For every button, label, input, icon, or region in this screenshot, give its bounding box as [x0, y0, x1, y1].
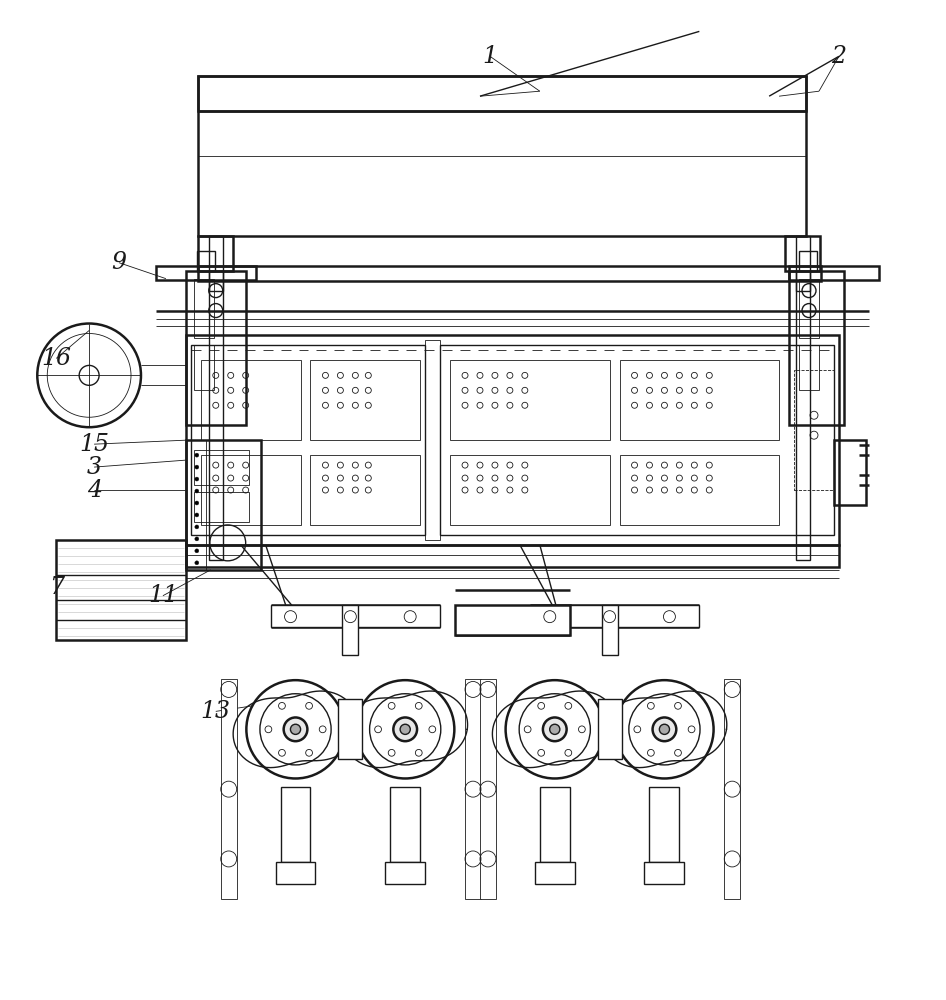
Bar: [194, 492, 249, 522]
Circle shape: [284, 717, 307, 741]
Text: 11: 11: [148, 584, 178, 607]
Bar: [198, 76, 806, 236]
Bar: [425, 340, 440, 540]
Bar: [194, 450, 249, 485]
Circle shape: [195, 549, 199, 553]
Circle shape: [195, 477, 199, 481]
Bar: [198, 236, 233, 271]
Bar: [650, 787, 679, 862]
Circle shape: [195, 561, 199, 565]
Bar: [725, 679, 740, 899]
Bar: [209, 271, 222, 560]
Bar: [197, 251, 215, 271]
Bar: [644, 862, 684, 884]
Circle shape: [290, 724, 301, 734]
Bar: [185, 545, 839, 567]
Circle shape: [653, 717, 676, 741]
Circle shape: [615, 680, 713, 778]
Bar: [534, 862, 575, 884]
Text: 15: 15: [79, 433, 109, 456]
Bar: [339, 699, 362, 759]
Text: 9: 9: [112, 251, 127, 274]
Circle shape: [195, 489, 199, 493]
Bar: [56, 540, 185, 640]
Bar: [391, 787, 420, 862]
Bar: [385, 862, 425, 884]
Bar: [799, 251, 817, 271]
Bar: [440, 345, 834, 535]
Bar: [455, 605, 569, 635]
Bar: [794, 370, 834, 490]
Text: 1: 1: [482, 45, 498, 68]
Bar: [799, 279, 819, 338]
Bar: [310, 455, 420, 525]
Bar: [799, 345, 819, 390]
Bar: [201, 455, 301, 525]
Circle shape: [659, 724, 670, 734]
Bar: [198, 266, 821, 281]
Text: 4: 4: [87, 479, 101, 502]
Bar: [198, 76, 806, 111]
Polygon shape: [602, 691, 727, 768]
Bar: [310, 360, 420, 440]
Bar: [796, 236, 810, 291]
Bar: [194, 345, 214, 390]
Circle shape: [195, 537, 199, 541]
Text: 13: 13: [201, 700, 231, 723]
Circle shape: [356, 680, 454, 778]
Circle shape: [394, 717, 417, 741]
Bar: [156, 266, 255, 280]
Bar: [465, 679, 481, 899]
Polygon shape: [233, 691, 358, 768]
Bar: [789, 271, 844, 425]
Bar: [275, 862, 315, 884]
Bar: [796, 271, 810, 560]
Bar: [620, 455, 780, 525]
Bar: [209, 236, 222, 291]
Text: 7: 7: [49, 576, 63, 599]
Bar: [220, 679, 236, 899]
Text: 3: 3: [87, 456, 101, 479]
Polygon shape: [492, 691, 617, 768]
Bar: [785, 236, 820, 271]
Text: 16: 16: [42, 347, 71, 370]
Bar: [191, 345, 425, 535]
Bar: [789, 266, 879, 280]
Circle shape: [550, 724, 560, 734]
Bar: [185, 440, 206, 570]
Bar: [185, 440, 261, 570]
Circle shape: [505, 680, 604, 778]
Bar: [620, 360, 780, 440]
Circle shape: [195, 465, 199, 469]
Circle shape: [195, 513, 199, 517]
Bar: [480, 679, 496, 899]
Bar: [185, 271, 246, 425]
Bar: [540, 787, 569, 862]
Bar: [281, 787, 310, 862]
Circle shape: [195, 453, 199, 457]
Circle shape: [79, 365, 99, 385]
Circle shape: [400, 724, 411, 734]
Circle shape: [543, 717, 567, 741]
Bar: [450, 455, 609, 525]
Circle shape: [195, 525, 199, 529]
Circle shape: [195, 501, 199, 505]
Bar: [598, 699, 622, 759]
Bar: [185, 335, 839, 545]
Circle shape: [246, 680, 344, 778]
Bar: [834, 440, 866, 505]
Text: 2: 2: [832, 45, 847, 68]
Bar: [450, 360, 609, 440]
Bar: [602, 605, 618, 655]
Bar: [342, 605, 359, 655]
Bar: [194, 279, 214, 338]
Bar: [530, 605, 699, 627]
Bar: [271, 605, 440, 627]
Polygon shape: [342, 691, 467, 768]
Bar: [201, 360, 301, 440]
